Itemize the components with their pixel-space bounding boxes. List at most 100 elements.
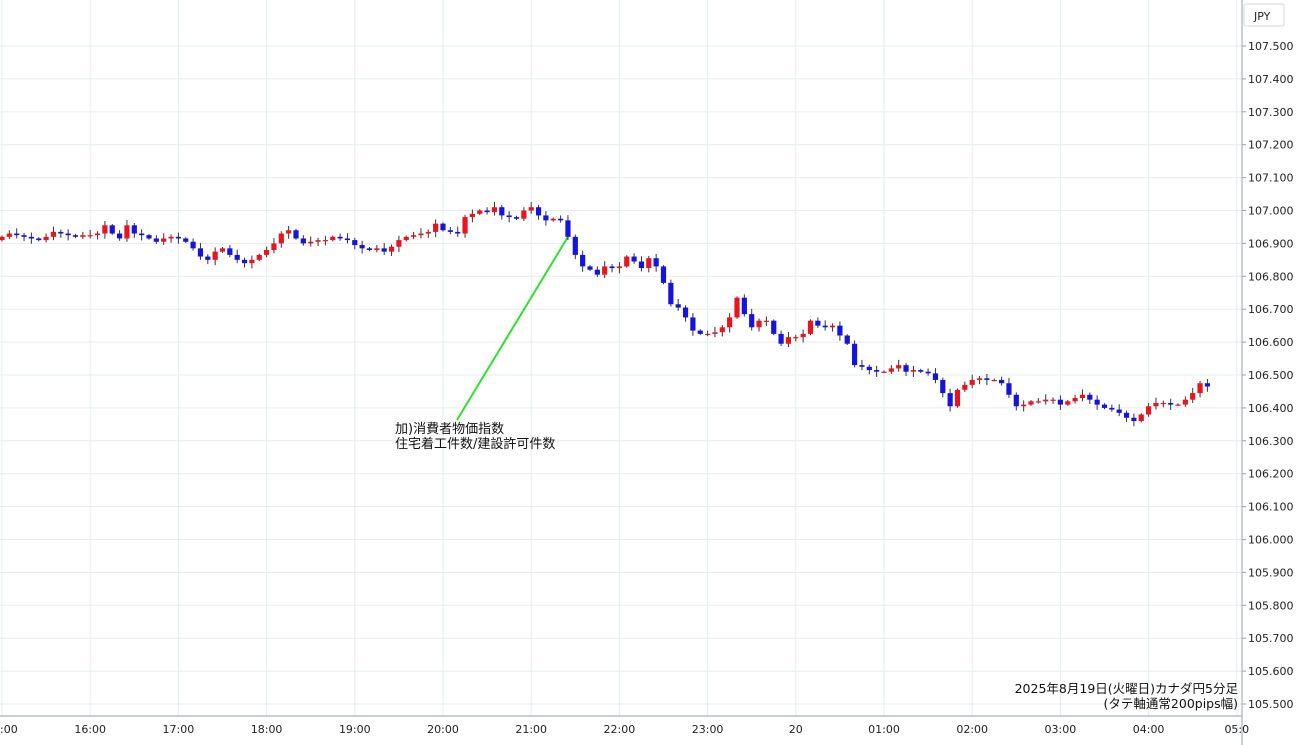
candle-body xyxy=(572,236,578,255)
candle-body xyxy=(175,236,181,239)
candle-body xyxy=(690,317,696,331)
candle xyxy=(183,237,189,244)
candle-body xyxy=(859,365,865,367)
candle-body xyxy=(756,320,762,328)
grid-lines xyxy=(0,0,1242,716)
candle xyxy=(705,330,711,337)
price-tick-label: 106.300 xyxy=(1248,435,1294,448)
candle-body xyxy=(727,317,733,328)
time-tick-label: 03:00 xyxy=(1045,723,1077,736)
annotation-label-line2: 住宅着工件数/建設許可件数 xyxy=(395,436,555,452)
candle xyxy=(65,229,71,241)
candle xyxy=(1057,395,1063,410)
candle-body xyxy=(741,297,747,315)
candle-body xyxy=(344,238,351,241)
price-tick-label: 107.200 xyxy=(1248,139,1294,152)
candle-body xyxy=(1175,404,1181,406)
candle-body xyxy=(433,223,439,232)
price-tick-label: 105.500 xyxy=(1248,698,1294,711)
candle-body xyxy=(558,218,564,221)
candle-body xyxy=(212,251,218,260)
candle xyxy=(771,319,777,336)
candle-body xyxy=(602,266,608,275)
candle-body xyxy=(315,240,321,242)
candle xyxy=(881,370,887,374)
candle xyxy=(513,215,520,221)
chart-caption-line2: (タテ軸通常200pips幅) xyxy=(1104,696,1238,711)
candle-body xyxy=(1035,401,1041,403)
candle-body xyxy=(197,248,204,257)
candle xyxy=(631,253,637,264)
candle-body xyxy=(425,231,431,234)
candle-body xyxy=(1168,402,1174,405)
candle-body xyxy=(440,223,446,231)
candle-body xyxy=(932,373,939,380)
candle-body xyxy=(190,241,196,249)
candle xyxy=(1190,387,1196,403)
candle xyxy=(168,234,174,243)
candle xyxy=(925,368,931,376)
time-tick-label: 23:00 xyxy=(692,723,724,736)
candle-body xyxy=(87,235,93,237)
candle-body xyxy=(705,333,711,336)
candle xyxy=(565,215,571,241)
candle xyxy=(43,233,49,243)
time-tick-label: 16:00 xyxy=(74,723,106,736)
candle xyxy=(499,204,505,220)
price-tick-label: 106.800 xyxy=(1248,270,1294,283)
annotation-layer: 加)消費者物価指数 住宅着工件数/建設許可件数 xyxy=(395,236,569,452)
candle-body xyxy=(646,258,652,269)
candle xyxy=(741,294,747,317)
candle xyxy=(388,244,395,256)
candle-body xyxy=(1101,404,1108,408)
candle-body xyxy=(506,215,512,218)
price-tick-label: 106.200 xyxy=(1248,468,1294,481)
candle-body xyxy=(1079,394,1086,399)
candle xyxy=(653,253,659,272)
candle xyxy=(102,221,108,239)
candle xyxy=(1153,397,1159,410)
candle-body xyxy=(947,393,953,407)
candle-body xyxy=(1197,383,1203,394)
candle xyxy=(190,238,196,251)
candle xyxy=(749,308,755,331)
candle-body xyxy=(918,370,924,372)
candle-body xyxy=(565,220,571,237)
candle-body xyxy=(330,236,336,241)
candle-body xyxy=(844,335,850,344)
candle-body xyxy=(1094,399,1100,405)
candle xyxy=(1123,410,1130,423)
candle xyxy=(477,209,483,216)
candle xyxy=(682,305,689,322)
candle-body xyxy=(807,320,814,334)
candle xyxy=(197,243,204,260)
candle-body xyxy=(65,233,71,236)
time-tick-label: 18:00 xyxy=(251,723,283,736)
candle-body xyxy=(219,248,226,252)
time-tick-label: 01:00 xyxy=(868,723,900,736)
candle-body xyxy=(94,233,101,236)
candle xyxy=(910,365,916,377)
candle-body xyxy=(14,233,20,236)
candle xyxy=(1168,398,1174,410)
candle-body xyxy=(513,217,520,219)
candle-body xyxy=(800,333,806,338)
candle-body xyxy=(50,231,57,237)
candle xyxy=(962,381,968,393)
candle xyxy=(491,201,498,216)
price-axis: 107.500 107.400 107.300 107.200 107.100 107.0… xyxy=(1242,40,1294,711)
annotation-label-line1: 加)消費者物価指数 xyxy=(395,422,504,437)
candle xyxy=(903,362,909,376)
candle xyxy=(455,226,461,237)
candle-body xyxy=(0,236,5,241)
candle xyxy=(264,246,270,258)
candle xyxy=(58,229,64,238)
candle xyxy=(308,236,314,247)
time-tick-label: 05:0 xyxy=(1224,723,1249,736)
candle xyxy=(1013,392,1019,411)
candle-body xyxy=(1182,399,1188,405)
price-tick-label: 107.100 xyxy=(1248,172,1294,185)
candle xyxy=(778,330,784,347)
candle xyxy=(859,359,865,371)
candle-body xyxy=(999,379,1005,384)
